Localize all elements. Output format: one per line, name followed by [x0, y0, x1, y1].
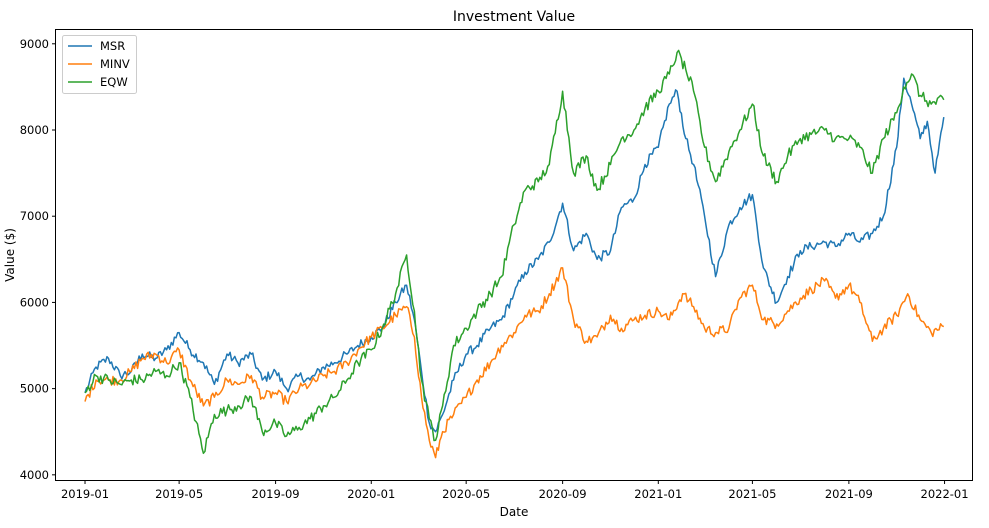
x-tick-label: 2020-09 — [539, 487, 587, 501]
x-tick-label: 2019-09 — [252, 487, 300, 501]
x-tick-label: 2020-01 — [347, 487, 395, 501]
series-line-eqw — [84, 49, 945, 455]
x-tick-label: 2020-05 — [442, 487, 490, 501]
y-tick-label: 6000 — [20, 295, 49, 309]
y-tick-label: 9000 — [20, 37, 49, 51]
x-tick-label: 2021-05 — [728, 487, 776, 501]
legend-label-msr: MSR — [100, 39, 125, 53]
x-tick-label: 2019-01 — [61, 487, 109, 501]
x-tick-label: 2021-01 — [634, 487, 682, 501]
series-layer — [84, 49, 945, 459]
y-axis-label: Value ($) — [3, 228, 17, 282]
x-tick-label: 2022-01 — [921, 487, 969, 501]
x-axis-label: Date — [500, 505, 529, 519]
legend-label-minv: MINV — [100, 57, 130, 71]
legend-label-eqw: EQW — [100, 75, 128, 89]
x-tick-label: 2021-09 — [825, 487, 873, 501]
y-axis-ticks: 4000 5000 6000 7000 8000 9000 — [20, 37, 56, 482]
plot-frame — [55, 29, 973, 481]
series-line-msr — [84, 77, 945, 433]
y-tick-label: 4000 — [20, 468, 49, 482]
y-tick-label: 7000 — [20, 209, 49, 223]
legend-box — [62, 35, 137, 94]
plot-area: 2019-01 2019-05 2019-09 2020-01 2020-05 2020-… — [20, 29, 973, 501]
series-line-minv — [84, 267, 945, 459]
legend: MSR MINV EQW — [62, 35, 137, 94]
chart-title: Investment Value — [453, 9, 575, 25]
x-tick-label: 2019-05 — [155, 487, 203, 501]
x-axis-ticks: 2019-01 2019-05 2019-09 2020-01 2020-05 2020-… — [61, 480, 969, 501]
legend-items: MSR MINV EQW — [68, 39, 130, 89]
y-tick-label: 5000 — [20, 382, 49, 396]
y-tick-label: 8000 — [20, 123, 49, 137]
